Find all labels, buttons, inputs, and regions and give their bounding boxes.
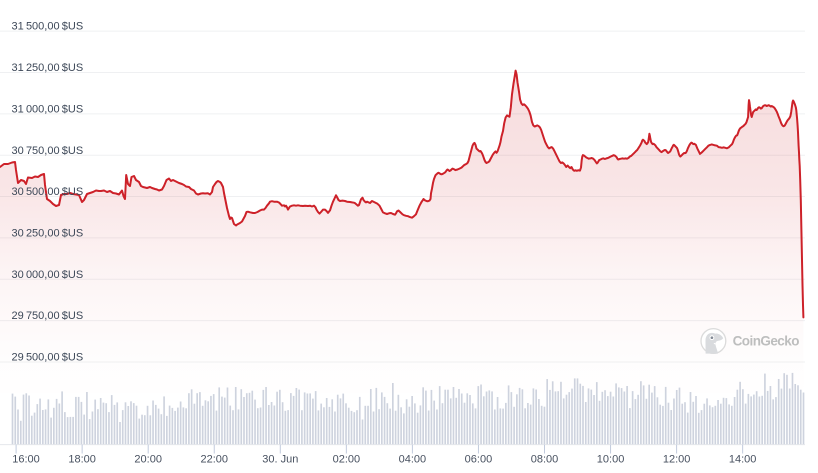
svg-text:16:00: 16:00: [12, 453, 40, 465]
svg-text:30 500,00 $US: 30 500,00 $US: [12, 186, 84, 198]
svg-text:30 000,00 $US: 30 000,00 $US: [12, 269, 84, 281]
svg-text:02:00: 02:00: [333, 453, 361, 465]
svg-text:31 500,00 $US: 31 500,00 $US: [12, 21, 84, 33]
svg-text:04:00: 04:00: [399, 453, 427, 465]
svg-text:30 750,00 $US: 30 750,00 $US: [12, 145, 84, 157]
svg-text:31 000,00 $US: 31 000,00 $US: [12, 103, 84, 115]
svg-text:18:00: 18:00: [68, 453, 96, 465]
svg-text:22:00: 22:00: [200, 453, 228, 465]
svg-text:31 250,00 $US: 31 250,00 $US: [12, 62, 84, 74]
svg-text:30. Jun: 30. Jun: [262, 453, 298, 465]
svg-text:30 250,00 $US: 30 250,00 $US: [12, 228, 84, 240]
svg-text:06:00: 06:00: [465, 453, 493, 465]
svg-text:10:00: 10:00: [597, 453, 625, 465]
svg-text:29 500,00 $US: 29 500,00 $US: [12, 352, 84, 364]
svg-text:12:00: 12:00: [663, 453, 691, 465]
svg-text:29 750,00 $US: 29 750,00 $US: [12, 310, 84, 322]
svg-text:08:00: 08:00: [531, 453, 559, 465]
svg-text:20:00: 20:00: [134, 453, 162, 465]
svg-text:14:00: 14:00: [729, 453, 757, 465]
svg-text:CoinGecko: CoinGecko: [733, 334, 800, 349]
